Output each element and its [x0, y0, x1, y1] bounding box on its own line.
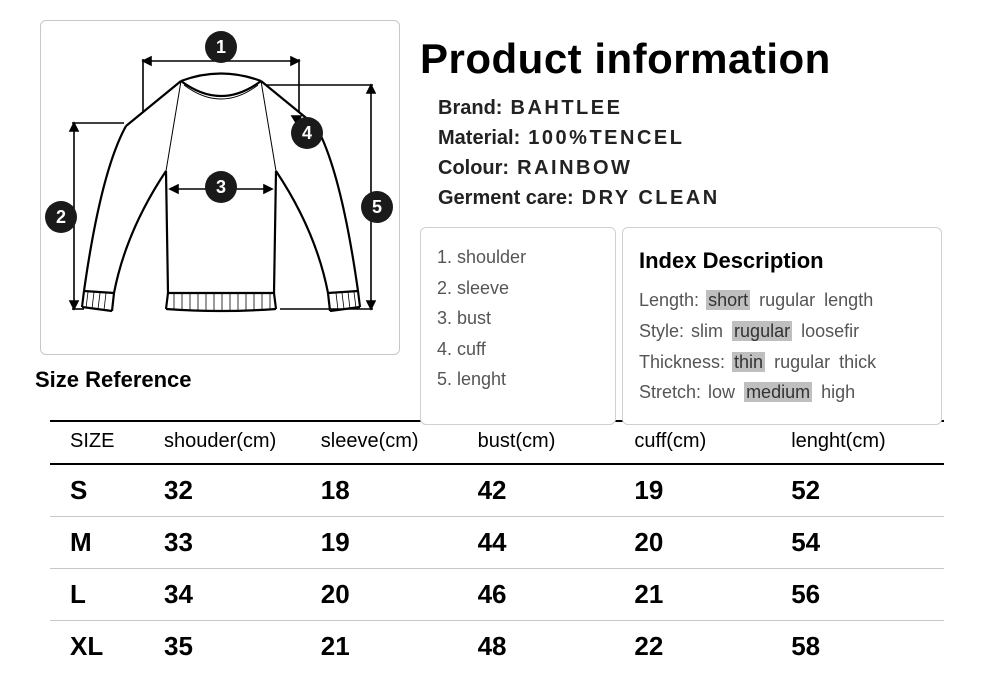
table-cell: S [50, 464, 160, 517]
table-cell: 18 [317, 464, 474, 517]
index-label: Stretch: [639, 382, 706, 402]
table-cell: 21 [630, 569, 787, 621]
diagram-marker-3: 3 [205, 171, 237, 203]
table-cell: 22 [630, 621, 787, 673]
legend-item: 1. shoulder [437, 242, 599, 273]
table-cell: 19 [630, 464, 787, 517]
meta-value: BAHTLEE [502, 97, 622, 119]
table-cell: 46 [474, 569, 631, 621]
index-option: medium [744, 382, 812, 402]
measurement-legend-box: 1. shoulder2. sleeve3. bust4. cuff5. len… [420, 227, 616, 425]
table-cell: XL [50, 621, 160, 673]
size-reference-title: Size Reference [35, 367, 410, 393]
meta-row: Germent care: DRY CLEAN [438, 183, 994, 213]
table-cell: 56 [787, 569, 944, 621]
diagram-marker-4: 4 [291, 117, 323, 149]
legend-item: 5. lenght [437, 364, 599, 395]
meta-label: Material: [438, 123, 520, 153]
meta-value: 100%TENCEL [520, 127, 684, 149]
index-option: length [824, 290, 873, 310]
index-option: rugular [774, 352, 830, 372]
table-cell: 21 [317, 621, 474, 673]
legend-item: 2. sleeve [437, 273, 599, 304]
index-option: high [821, 382, 855, 402]
info-column: Product information Brand: BAHTLEEMateri… [420, 0, 994, 420]
table-cell: 33 [160, 517, 317, 569]
table-cell: L [50, 569, 160, 621]
table-cell: 48 [474, 621, 631, 673]
diagram-marker-1: 1 [205, 31, 237, 63]
meta-value: RAINBOW [509, 157, 632, 179]
table-cell: 35 [160, 621, 317, 673]
table-cell: 34 [160, 569, 317, 621]
table-row: M3319442054 [50, 517, 944, 569]
index-option: loosefir [801, 321, 859, 341]
index-label: Thickness: [639, 352, 730, 372]
table-header-cell: lenght(cm) [787, 422, 944, 464]
info-boxes-row: 1. shoulder2. sleeve3. bust4. cuff5. len… [420, 227, 994, 425]
table-row: XL3521482258 [50, 621, 944, 673]
meta-value: DRY CLEAN [574, 187, 720, 209]
index-line: Thickness: thin rugular thick [639, 347, 925, 378]
meta-row: Colour: RAINBOW [438, 153, 994, 183]
index-option: rugular [732, 321, 792, 341]
diagram-column: 1 2 3 4 5 Size Reference [0, 0, 420, 420]
meta-row: Material: 100%TENCEL [438, 123, 994, 153]
index-line: Stretch: low medium high [639, 377, 925, 408]
table-header-cell: cuff(cm) [630, 422, 787, 464]
table-cell: 52 [787, 464, 944, 517]
product-meta: Brand: BAHTLEEMaterial: 100%TENCELColour… [420, 93, 994, 213]
index-option: rugular [759, 290, 815, 310]
table-cell: 19 [317, 517, 474, 569]
table-cell: 44 [474, 517, 631, 569]
table-header-cell: SIZE [50, 422, 160, 464]
diagram-marker-2: 2 [45, 201, 77, 233]
table-header-cell: bust(cm) [474, 422, 631, 464]
index-line: Style: slim rugular loosefir [639, 316, 925, 347]
table-cell: 54 [787, 517, 944, 569]
index-line: Length: short rugular length [639, 285, 925, 316]
diagram-marker-5: 5 [361, 191, 393, 223]
table-header-cell: shouder(cm) [160, 422, 317, 464]
table-header-cell: sleeve(cm) [317, 422, 474, 464]
table-cell: 58 [787, 621, 944, 673]
meta-label: Germent care: [438, 183, 574, 213]
index-option: slim [691, 321, 723, 341]
legend-item: 4. cuff [437, 334, 599, 365]
diagram-box: 1 2 3 4 5 [40, 20, 400, 355]
index-option: short [706, 290, 750, 310]
index-label: Length: [639, 290, 704, 310]
size-table-wrap: SIZEshouder(cm)sleeve(cm)bust(cm)cuff(cm… [0, 422, 994, 672]
product-info-title: Product information [420, 35, 994, 83]
index-option: thin [732, 352, 765, 372]
table-row: L3420462156 [50, 569, 944, 621]
meta-label: Colour: [438, 153, 509, 183]
index-option: thick [839, 352, 876, 372]
top-section: 1 2 3 4 5 Size Reference Product information… [0, 0, 994, 420]
table-cell: 42 [474, 464, 631, 517]
table-cell: 20 [630, 517, 787, 569]
index-option: low [708, 382, 735, 402]
size-table: SIZEshouder(cm)sleeve(cm)bust(cm)cuff(cm… [50, 422, 944, 672]
table-cell: 20 [317, 569, 474, 621]
table-cell: M [50, 517, 160, 569]
index-description-title: Index Description [639, 242, 925, 279]
meta-label: Brand: [438, 93, 502, 123]
legend-item: 3. bust [437, 303, 599, 334]
meta-row: Brand: BAHTLEE [438, 93, 994, 123]
table-cell: 32 [160, 464, 317, 517]
index-label: Style: [639, 321, 689, 341]
index-description-box: Index Description Length: short rugular … [622, 227, 942, 425]
table-row: S3218421952 [50, 464, 944, 517]
